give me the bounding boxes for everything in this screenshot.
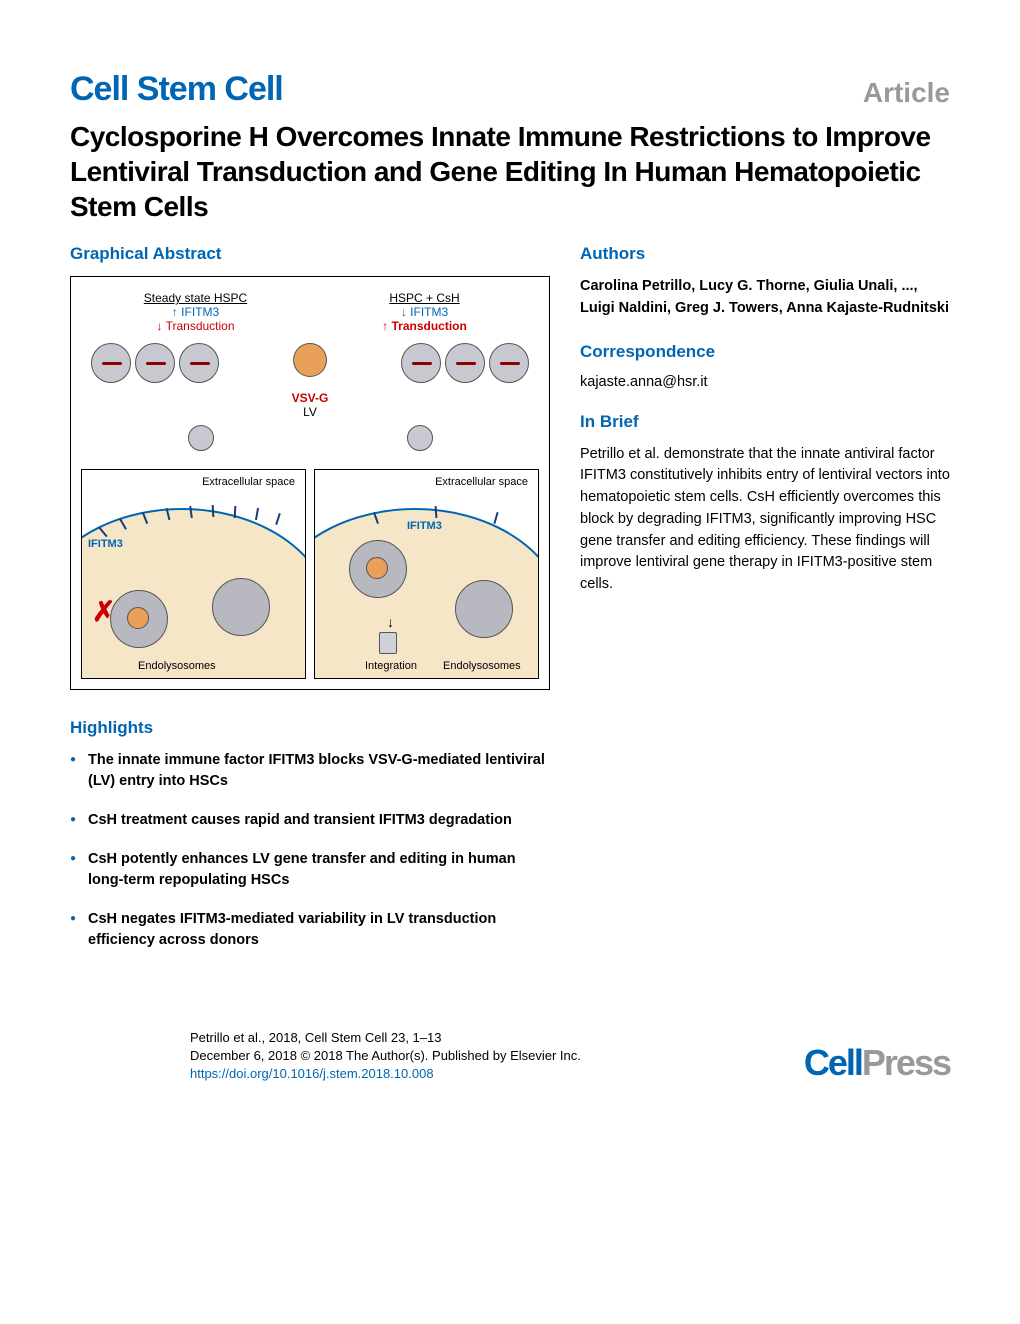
membrane-shape xyxy=(81,508,306,679)
ifitm3-up-label: ↑ IFITM3 xyxy=(81,305,310,319)
integration-label: Integration xyxy=(365,660,417,672)
endolysosome-icon xyxy=(110,590,168,648)
logo-cell: Cell xyxy=(804,1042,862,1083)
highlights-list: The innate immune factor IFITM3 blocks V… xyxy=(70,750,550,951)
diagram-top-right: HSPC + CsH ↓ IFITM3 ↑ Transduction xyxy=(310,291,539,333)
graphical-abstract-diagram: Steady state HSPC ↑ IFITM3 ↓ Transductio… xyxy=(70,276,550,690)
cell-icon xyxy=(135,343,175,383)
in-brief-text: Petrillo et al. demonstrate that the inn… xyxy=(580,444,950,596)
authors-label: Authors xyxy=(580,244,950,264)
transduction-up-label: ↑ Transduction xyxy=(310,319,539,333)
graphical-abstract-label: Graphical Abstract xyxy=(70,244,550,264)
header: Cell Stem Cell Article xyxy=(70,70,950,109)
left-cells xyxy=(91,343,219,383)
diagram-panels: Extracellular space IFITM3 xyxy=(81,469,539,679)
vsv-g-label: VSV-G xyxy=(81,391,539,405)
in-brief-label: In Brief xyxy=(580,412,950,432)
correspondence-label: Correspondence xyxy=(580,342,950,362)
logo-press: Press xyxy=(862,1042,950,1083)
transduction-down-label: ↓ Transduction xyxy=(81,319,310,333)
virus-icon xyxy=(293,343,327,377)
ifitm3-panel-label: IFITM3 xyxy=(407,520,442,532)
block-x-icon: ✗ xyxy=(92,595,115,628)
diagram-cell-row xyxy=(81,343,539,383)
highlight-item: CsH potently enhances LV gene transfer a… xyxy=(70,849,550,891)
endolysosome-icon xyxy=(455,580,513,638)
endolysosomes-label: Endolysosomes xyxy=(138,660,216,672)
left-panel: Extracellular space IFITM3 xyxy=(81,469,306,679)
ifitm-tick-icon xyxy=(493,512,498,524)
ifitm-tick-icon xyxy=(435,506,438,518)
highlights-label: Highlights xyxy=(70,718,550,738)
journal-name: Cell Stem Cell xyxy=(70,70,283,109)
ifitm-tick-icon xyxy=(255,508,259,520)
cell-icon xyxy=(445,343,485,383)
content-columns: Graphical Abstract Steady state HSPC ↑ I… xyxy=(70,244,950,969)
ifitm-tick-icon xyxy=(275,513,281,525)
extracellular-label: Extracellular space xyxy=(202,476,295,488)
cell-icon xyxy=(489,343,529,383)
lv-label: LV xyxy=(81,405,539,419)
highlight-item: CsH treatment causes rapid and transient… xyxy=(70,810,550,831)
right-cells xyxy=(401,343,529,383)
citation-line2: December 6, 2018 © 2018 The Author(s). P… xyxy=(190,1047,581,1065)
small-cell-icon xyxy=(188,425,214,451)
cell-icon xyxy=(179,343,219,383)
left-column: Graphical Abstract Steady state HSPC ↑ I… xyxy=(70,244,550,969)
doi-link[interactable]: https://doi.org/10.1016/j.stem.2018.10.0… xyxy=(190,1065,581,1083)
highlights-section: Highlights The innate immune factor IFIT… xyxy=(70,718,550,951)
authors-text: Carolina Petrillo, Lucy G. Thorne, Giuli… xyxy=(580,276,950,320)
citation-block: Petrillo et al., 2018, Cell Stem Cell 23… xyxy=(190,1029,581,1084)
ifitm3-panel-label: IFITM3 xyxy=(88,538,123,550)
right-panel: Extracellular space IFITM3 ↓ Integration… xyxy=(314,469,539,679)
diagram-small-cells xyxy=(81,425,539,451)
endolysosomes-label: Endolysosomes xyxy=(443,660,521,672)
diagram-top-row: Steady state HSPC ↑ IFITM3 ↓ Transductio… xyxy=(81,291,539,333)
citation-line1: Petrillo et al., 2018, Cell Stem Cell 23… xyxy=(190,1029,581,1047)
diagram-top-left: Steady state HSPC ↑ IFITM3 ↓ Transductio… xyxy=(81,291,310,333)
small-cell-icon xyxy=(407,425,433,451)
endolysosome-icon xyxy=(349,540,407,598)
footer: Petrillo et al., 2018, Cell Stem Cell 23… xyxy=(70,1029,950,1084)
correspondence-email[interactable]: kajaste.anna@hsr.it xyxy=(580,374,950,390)
ifitm3-down-label: ↓ IFITM3 xyxy=(310,305,539,319)
diagram-center-labels: VSV-G LV xyxy=(81,391,539,419)
extracellular-label: Extracellular space xyxy=(435,476,528,488)
right-column: Authors Carolina Petrillo, Lucy G. Thorn… xyxy=(580,244,950,969)
cellpress-logo: CellPress xyxy=(804,1042,950,1084)
cell-icon xyxy=(401,343,441,383)
virus-small-icon xyxy=(127,607,149,629)
virus-small-icon xyxy=(366,557,388,579)
capsid-icon xyxy=(379,632,397,654)
hspc-csh-label: HSPC + CsH xyxy=(310,291,539,305)
steady-state-label: Steady state HSPC xyxy=(81,291,310,305)
highlight-item: The innate immune factor IFITM3 blocks V… xyxy=(70,750,550,792)
cell-icon xyxy=(91,343,131,383)
arrow-icon: ↓ xyxy=(387,614,394,630)
article-type: Article xyxy=(863,77,950,109)
highlight-item: CsH negates IFITM3-mediated variability … xyxy=(70,909,550,951)
article-title: Cyclosporine H Overcomes Innate Immune R… xyxy=(70,119,950,224)
ifitm-tick-icon xyxy=(212,505,215,517)
center-virus-block xyxy=(293,343,327,383)
endolysosome-icon xyxy=(212,578,270,636)
